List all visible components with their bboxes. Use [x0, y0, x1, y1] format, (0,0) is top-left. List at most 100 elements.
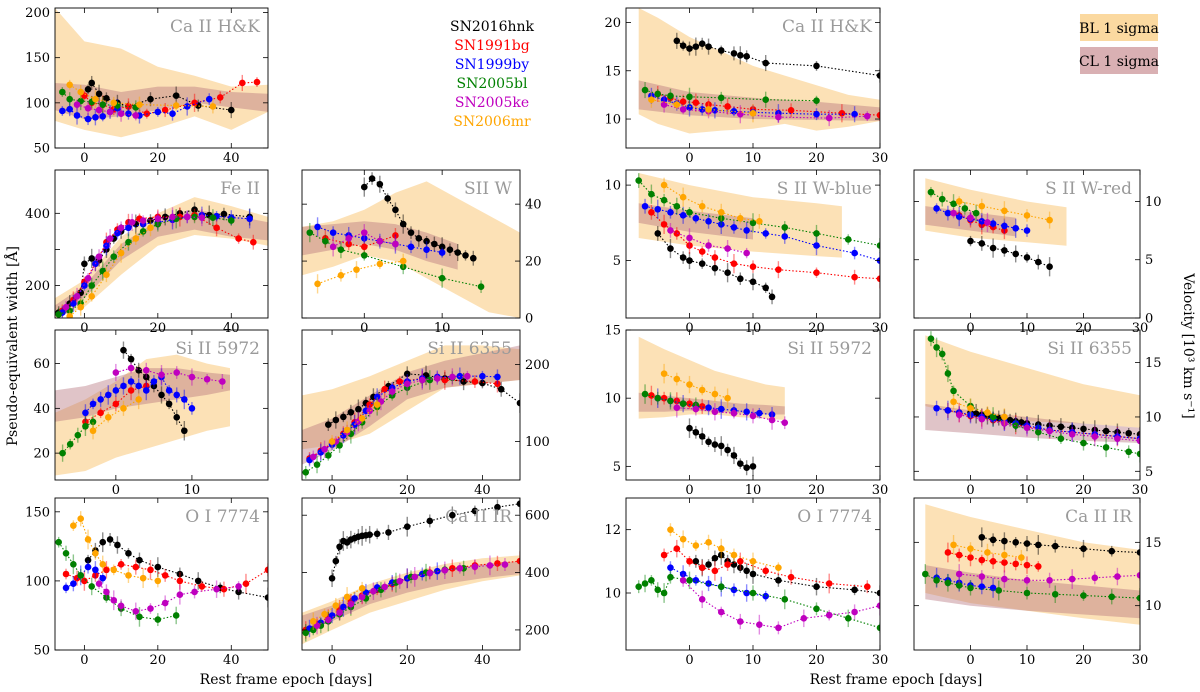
- series-line: [305, 377, 453, 473]
- data-point: [74, 431, 82, 439]
- series-sn2016hnk: [328, 498, 520, 588]
- x-tick-label: 0: [328, 653, 336, 668]
- data-point: [213, 224, 220, 232]
- y-tick-label: 200: [25, 279, 50, 294]
- data-point: [112, 369, 120, 376]
- data-point: [81, 282, 88, 289]
- data-point: [302, 629, 310, 637]
- data-point: [376, 237, 384, 245]
- data-point: [127, 355, 135, 363]
- data-point: [660, 196, 668, 204]
- data-point: [730, 551, 738, 559]
- data-point: [209, 103, 217, 110]
- data-point: [373, 401, 381, 408]
- data-point: [686, 234, 693, 242]
- data-point: [995, 587, 1003, 594]
- series-sn2016hnk: [686, 418, 757, 477]
- x-tick-label: 0: [966, 653, 974, 668]
- series-sn2005ke: [62, 207, 206, 314]
- data-point: [396, 378, 404, 385]
- data-point: [641, 390, 649, 398]
- data-point: [864, 112, 871, 120]
- axes-frame: [54, 7, 269, 149]
- data-point: [730, 260, 738, 267]
- data-point: [955, 198, 963, 205]
- y-tick-label: 5: [1145, 465, 1153, 480]
- panel-vel_cahk: 0 10 20 30 10 15 20 Ca II H&K: [604, 7, 888, 166]
- data-point: [62, 570, 70, 578]
- data-point: [384, 195, 391, 202]
- data-point: [711, 264, 719, 272]
- data-point: [1012, 560, 1019, 568]
- data-point: [673, 101, 681, 108]
- data-point: [705, 101, 712, 108]
- data-point: [88, 282, 96, 289]
- axes-frame: [54, 497, 269, 651]
- data-point: [381, 583, 388, 591]
- data-point: [173, 414, 181, 421]
- legend-entry-cl: CL 1 sigma: [1079, 54, 1159, 70]
- data-point: [139, 228, 147, 235]
- panel-pew_s2w: 0 10 0 20 40 SII W: [301, 169, 542, 336]
- right-y-axis-label: Velocity [10³ km s⁻¹]: [1180, 272, 1196, 419]
- data-point: [781, 233, 789, 240]
- data-point: [59, 449, 66, 457]
- data-point: [172, 612, 180, 619]
- data-point: [950, 200, 957, 208]
- data-point: [648, 392, 655, 399]
- data-point: [253, 78, 261, 86]
- data-point: [1001, 222, 1008, 230]
- y-tick-label: 10: [604, 179, 621, 194]
- data-point: [1023, 254, 1031, 261]
- data-point: [302, 469, 310, 476]
- data-point: [768, 416, 776, 424]
- series-sn2016hnk: [84, 532, 268, 608]
- data-point: [117, 110, 125, 117]
- data-point: [306, 229, 314, 236]
- x-tick-label: 0: [966, 321, 974, 336]
- data-point: [388, 388, 396, 395]
- data-point: [711, 441, 719, 448]
- data-point: [97, 396, 104, 403]
- data-point: [724, 446, 731, 454]
- series-line: [651, 211, 880, 280]
- data-point: [737, 215, 744, 222]
- data-point: [264, 594, 268, 601]
- series-line: [92, 398, 139, 432]
- data-point: [1001, 207, 1008, 215]
- data-point: [1023, 227, 1031, 234]
- data-point: [66, 312, 73, 318]
- data-point: [955, 582, 963, 589]
- data-point: [1114, 573, 1121, 580]
- plot-area: [55, 197, 268, 318]
- data-point: [332, 602, 340, 609]
- data-point: [360, 243, 368, 251]
- data-point: [1046, 263, 1053, 271]
- data-point: [125, 238, 132, 246]
- data-point: [1001, 247, 1008, 254]
- y-tick-label: 100: [525, 435, 550, 450]
- data-point: [92, 572, 99, 579]
- panel-title: Ca II H&K: [170, 17, 260, 37]
- data-point: [88, 255, 96, 262]
- data-point: [325, 616, 332, 624]
- plot-area: [302, 498, 520, 645]
- data-point: [403, 380, 411, 388]
- data-point: [686, 381, 693, 388]
- data-point: [110, 596, 118, 604]
- data-point: [989, 536, 997, 544]
- panel-vel_o1: 0 10 20 30 10 12 O I 7774: [604, 497, 888, 668]
- data-point: [673, 202, 681, 210]
- data-point: [775, 113, 782, 121]
- series-sn1999by: [82, 368, 196, 422]
- series-line: [670, 229, 747, 254]
- data-point: [376, 180, 384, 188]
- data-point: [120, 346, 127, 354]
- data-point: [705, 580, 712, 587]
- series-sn2016hnk: [654, 226, 776, 305]
- data-point: [698, 106, 706, 113]
- y-tick-label: 400: [525, 566, 550, 581]
- series-sn2016hnk: [967, 235, 1053, 277]
- series-line: [936, 207, 1028, 232]
- data-point: [717, 545, 725, 552]
